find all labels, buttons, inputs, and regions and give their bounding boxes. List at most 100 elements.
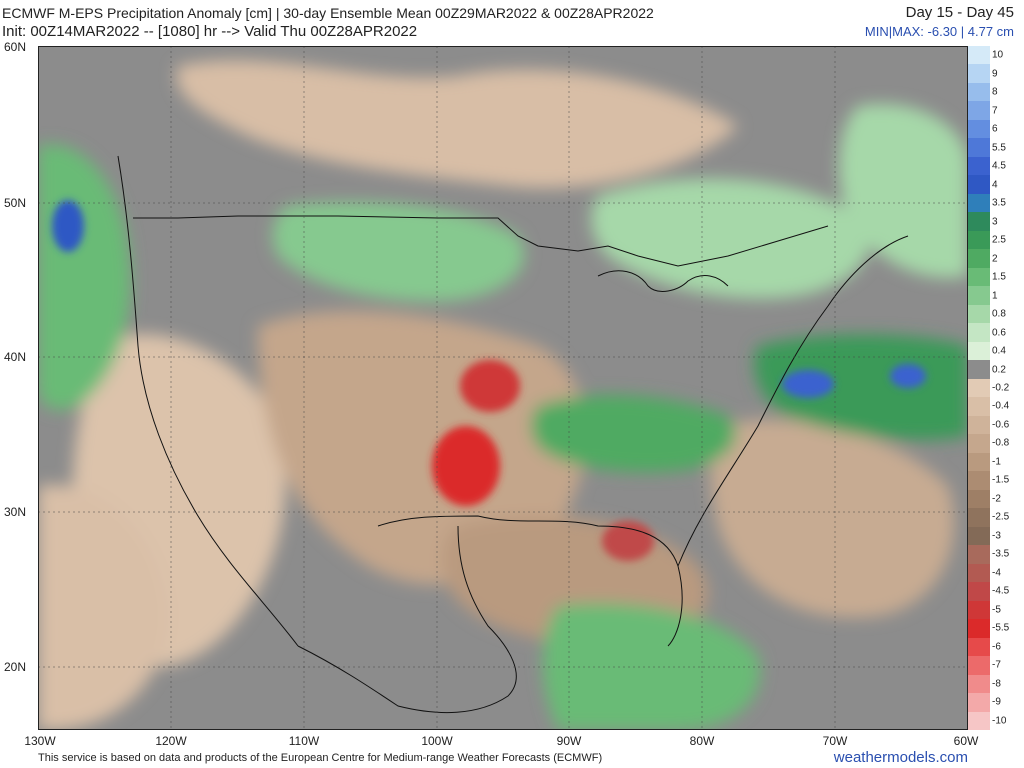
colorbar-swatch	[968, 304, 990, 324]
colorbar-swatch	[968, 508, 990, 528]
colorbar-swatch	[968, 563, 990, 583]
colorbar-swatch	[968, 471, 990, 491]
colorbar-label: -4.5	[992, 585, 1010, 597]
colorbar-label: 10	[992, 49, 1004, 61]
data-credit: This service is based on data and produc…	[38, 752, 603, 764]
colorbar-label: -7	[992, 659, 1001, 671]
colorbar-swatch	[968, 46, 990, 65]
colorbar-swatch	[968, 341, 990, 361]
anomaly-core-gulf	[602, 521, 654, 561]
mexico-outline	[297, 525, 517, 713]
colorbar-swatch	[968, 101, 990, 121]
lat-label-20n: 20N	[4, 660, 27, 674]
anomaly-core-atlantic-wet-2	[890, 364, 926, 388]
init-valid-line: Init: 00Z14MAR2022 -- [1080] hr --> Vali…	[2, 23, 418, 40]
anomaly-region-wet-prairies	[272, 202, 525, 302]
colorbar-label: 6	[992, 123, 998, 135]
colorbar-swatch	[968, 156, 990, 176]
colorbar-label: -9	[992, 696, 1001, 708]
colorbar-swatch	[968, 397, 990, 417]
colorbar-label: 7	[992, 105, 998, 117]
west-coast	[117, 155, 299, 647]
lat-label-30n: 30N	[4, 505, 27, 519]
colorbar-swatch	[968, 82, 990, 102]
colorbar-swatch	[968, 230, 990, 250]
lon-label-90w: 90W	[556, 734, 582, 748]
colorbar-swatch	[968, 64, 990, 84]
colorbar-label: 0.4	[992, 345, 1006, 357]
colorbar-label: -0.6	[992, 419, 1010, 431]
colorbar-label: -2	[992, 493, 1001, 505]
colorbar-label: -0.4	[992, 400, 1010, 412]
colorbar-label: -0.8	[992, 437, 1010, 449]
anomaly-region-wet-caribbean	[543, 603, 760, 730]
anomaly-core-plains-north	[460, 360, 520, 412]
colorbar	[968, 46, 990, 731]
colorbar-label: -5.5	[992, 622, 1010, 634]
lat-label-60n: 60N	[4, 40, 27, 54]
anomaly-region-dry-north	[176, 60, 739, 188]
colorbar-label: -1	[992, 456, 1001, 468]
min-max-label: MIN|MAX: -6.30 | 4.77 cm	[864, 24, 1014, 39]
colorbar-label: 2	[992, 253, 998, 265]
colorbar-label: -5	[992, 604, 1001, 616]
colorbar-swatch	[968, 711, 990, 731]
precipitation-anomaly-map	[38, 46, 968, 730]
colorbar-label: 3	[992, 216, 998, 228]
lon-label-70w: 70W	[822, 734, 848, 748]
colorbar-swatch	[968, 212, 990, 232]
lon-label-120w: 120W	[155, 734, 187, 748]
colorbar-swatch	[968, 286, 990, 306]
colorbar-swatch	[968, 193, 990, 213]
colorbar-label: 4	[992, 179, 998, 191]
lon-label-130w: 130W	[24, 734, 56, 748]
anomaly-region-dry-atlantic	[710, 419, 955, 618]
anomaly-region-wet-great-lakes	[591, 178, 870, 299]
colorbar-swatch	[968, 637, 990, 657]
colorbar-swatch	[968, 582, 990, 602]
day-range-label: Day 15 - Day 45	[905, 4, 1014, 21]
lon-label-110w: 110W	[288, 734, 320, 748]
colorbar-swatch	[968, 434, 990, 454]
great-lakes-outline	[597, 270, 729, 292]
anomaly-core-plains-south	[432, 426, 500, 506]
lon-label-60w: 60W	[953, 734, 979, 748]
colorbar-label: 8	[992, 86, 998, 98]
colorbar-swatch	[968, 267, 990, 287]
colorbar-swatch	[968, 489, 990, 509]
colorbar-swatch	[968, 600, 990, 620]
anomaly-region-wet-southeast	[531, 395, 736, 473]
anomaly-region-dry-southwest	[38, 484, 169, 730]
anomaly-core-atlantic-wet	[782, 370, 834, 398]
colorbar-label: 0.2	[992, 364, 1006, 375]
colorbar-label: 5.5	[992, 142, 1006, 154]
colorbar-label: 2.5	[992, 234, 1006, 246]
colorbar-label: 3.5	[992, 197, 1006, 209]
lat-label-50n: 50N	[4, 196, 27, 210]
colorbar-swatch	[968, 545, 990, 565]
colorbar-swatch	[968, 360, 990, 380]
lon-label-100w: 100W	[421, 734, 453, 748]
colorbar-swatch	[968, 138, 990, 158]
anomaly-core-northwest-wet	[52, 200, 84, 252]
colorbar-swatch	[968, 619, 990, 639]
colorbar-label: -2.5	[992, 511, 1010, 523]
colorbar-label: 1	[992, 290, 998, 302]
gulf-coast	[377, 515, 683, 647]
colorbar-label: -1.5	[992, 474, 1010, 486]
colorbar-label: 9	[992, 68, 998, 80]
us-canada-border	[133, 215, 829, 267]
colorbar-swatch	[968, 674, 990, 694]
colorbar-swatch	[968, 656, 990, 676]
colorbar-swatch	[968, 119, 990, 139]
colorbar-label: -8	[992, 678, 1001, 690]
colorbar-swatch	[968, 249, 990, 269]
colorbar-swatch	[968, 378, 990, 398]
brand-link[interactable]: weathermodels.com	[833, 749, 968, 766]
colorbar-label: 0.6	[992, 327, 1006, 339]
colorbar-label: 0.8	[992, 308, 1006, 320]
lat-label-40n: 40N	[4, 350, 27, 364]
colorbar-label: -3	[992, 530, 1001, 542]
colorbar-swatch	[968, 415, 990, 435]
colorbar-label: -6	[992, 641, 1001, 653]
